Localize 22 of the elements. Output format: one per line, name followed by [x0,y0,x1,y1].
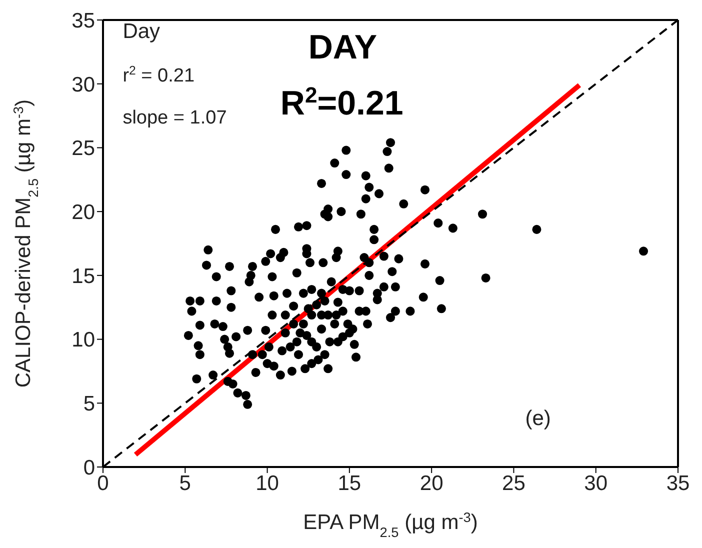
y-tick-label: 35 [72,9,95,32]
annotation: Day [122,20,161,43]
y-tick-label: 5 [83,392,95,416]
x-tick-label: 20 [420,472,444,495]
x-tick-label: 5 [179,472,191,495]
y-tick-label: 20 [72,201,95,224]
annotation: r$^{2}$ = 0.21 [122,63,195,86]
annotation: R$^{2}$=0.21 [280,82,404,123]
annotation: slope = 1.07 [122,107,227,128]
annotation: DAY [308,28,378,66]
x-axis-title: EPA PM$_{2.5}$ (µg m$^{-3}$) [303,510,478,540]
y-tick-label: 25 [72,137,95,160]
y-tick-label: 10 [72,328,95,352]
x-tick-label: 25 [502,472,526,495]
y-tick-label: 30 [72,73,95,96]
x-tick-label: 30 [584,472,608,495]
annotation: (e) [525,406,551,430]
x-tick-label: 15 [338,472,362,495]
x-tick-label: 35 [666,472,690,495]
y-tick-label: 0 [83,456,95,480]
x-tick-label: 10 [256,472,279,495]
y-tick-label: 15 [72,264,95,288]
